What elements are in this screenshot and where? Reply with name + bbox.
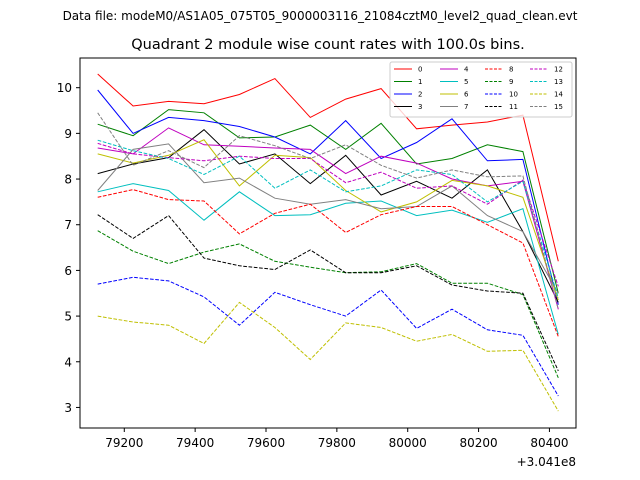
series-lines — [97, 73, 559, 412]
legend-box — [389, 61, 573, 118]
data-file-suptitle: Data file: modeM0/AS1A05_075T05_90000031… — [63, 9, 578, 23]
legend-label-4: 4 — [464, 66, 469, 74]
legend-label-15: 15 — [554, 103, 563, 111]
x-tick-label: 79400 — [176, 436, 214, 450]
x-tick-label: 80200 — [459, 436, 497, 450]
y-axis-ticks: 3 4 5 6 7 8 9 10 — [57, 81, 80, 415]
legend-label-3: 3 — [418, 103, 422, 111]
legend-label-12: 12 — [554, 66, 563, 74]
x-tick-label: 79600 — [247, 436, 285, 450]
series-line-5 — [97, 183, 559, 335]
legend-label-8: 8 — [509, 66, 513, 74]
plot-frame — [79, 57, 577, 429]
legend-label-2: 2 — [418, 91, 422, 99]
y-tick-label: 9 — [64, 127, 72, 141]
legend-label-0: 0 — [418, 66, 422, 74]
series-line-6 — [97, 139, 559, 301]
legend-label-13: 13 — [554, 78, 563, 86]
x-tick-label: 80400 — [530, 436, 568, 450]
chart-title: Quadrant 2 module wise count rates with … — [131, 37, 525, 53]
legend-label-14: 14 — [554, 91, 563, 99]
series-line-2 — [97, 89, 559, 305]
x-tick-label: 80000 — [389, 436, 427, 450]
y-tick-label: 4 — [64, 355, 72, 369]
y-tick-label: 7 — [64, 218, 72, 232]
y-tick-label: 5 — [64, 310, 72, 324]
y-tick-label: 8 — [64, 173, 72, 187]
series-line-13 — [97, 139, 559, 298]
series-line-9 — [97, 230, 559, 378]
legend-label-5: 5 — [464, 78, 468, 86]
series-line-7 — [97, 143, 559, 294]
series-line-0 — [97, 73, 559, 262]
x-tick-label: 79200 — [105, 436, 143, 450]
legend-label-7: 7 — [464, 103, 468, 111]
series-line-15 — [97, 112, 559, 310]
series-line-11 — [97, 214, 559, 372]
y-tick-label: 10 — [57, 81, 72, 95]
y-tick-label: 6 — [64, 264, 72, 278]
x-axis-ticks: 79200 79400 79600 79800 80000 80200 80400 — [105, 428, 569, 450]
series-line-14 — [97, 301, 559, 412]
series-line-8 — [97, 189, 559, 337]
legend-label-10: 10 — [509, 91, 518, 99]
series-line-12 — [97, 142, 559, 287]
x-offset-label: +3.041e8 — [517, 455, 576, 469]
x-tick-label: 79800 — [318, 436, 356, 450]
legend-label-11: 11 — [509, 103, 518, 111]
series-line-10 — [97, 276, 559, 397]
legend-label-1: 1 — [418, 78, 422, 86]
y-tick-label: 3 — [64, 401, 72, 415]
legend-label-6: 6 — [464, 91, 469, 99]
legend-label-9: 9 — [509, 78, 513, 86]
